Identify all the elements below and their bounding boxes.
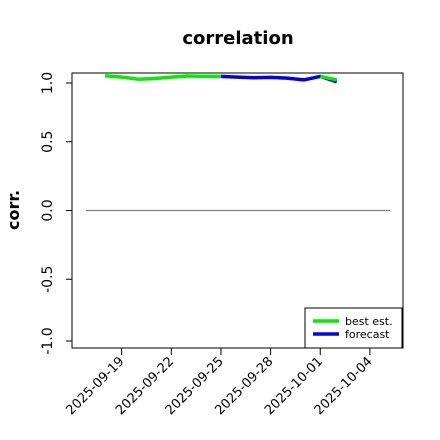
legend-label: best est. bbox=[345, 315, 393, 328]
plot-area: -1.0-0.50.00.51.02025-09-192025-09-22202… bbox=[40, 72, 404, 418]
legend-box bbox=[304, 307, 403, 349]
series-line-extra bbox=[319, 74, 338, 82]
y-axis-label: corr. bbox=[4, 190, 23, 230]
y-tick-label: 0.0 bbox=[40, 199, 56, 221]
chart-title: correlation bbox=[182, 28, 293, 49]
series-line-forecast bbox=[220, 74, 338, 84]
y-tick-label: 1.0 bbox=[40, 72, 56, 94]
y-tick-label: -0.5 bbox=[40, 266, 56, 293]
y-tick-label: -1.0 bbox=[40, 327, 56, 354]
legend-label: forecast bbox=[345, 328, 390, 341]
series-line-best-est bbox=[104, 74, 221, 81]
y-tick-label: 0.5 bbox=[40, 131, 56, 153]
